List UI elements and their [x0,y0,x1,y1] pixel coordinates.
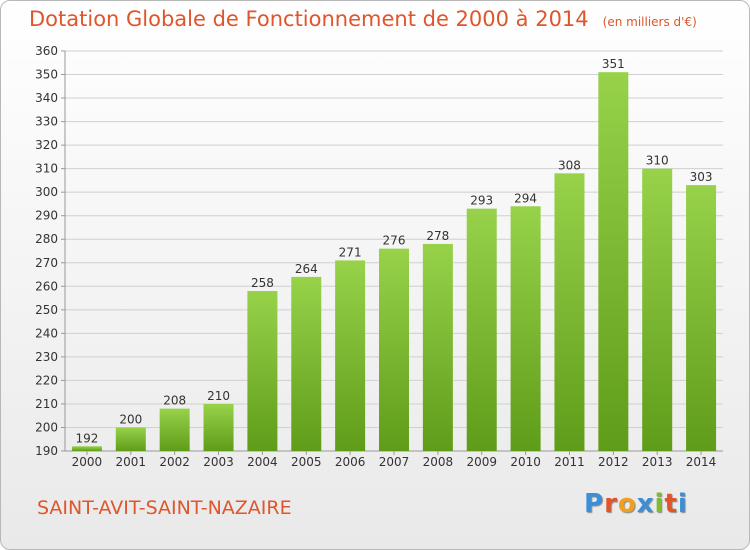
x-tick-labels: 2000 2001 2002 2003 2004 2005 2006 2007 2008 2009… [72,455,717,469]
y-tick-label: 220 [35,373,58,387]
bar-2013 [642,168,673,451]
data-labels: 192 200 208 210 258 264 271 276 278 293 294 308 351 3… [75,57,712,445]
y-tick-label: 350 [35,68,58,82]
data-label-2000: 192 [75,431,98,445]
logo-letter: o [617,489,637,519]
chart-title-text: Dotation Globale de Fonctionnement de 20… [29,7,589,31]
bar-2000 [71,446,102,451]
data-label-2002: 208 [163,394,186,408]
data-label-2008: 278 [426,229,449,243]
y-tick-label: 300 [35,185,58,199]
bar-2014 [686,185,717,451]
y-tick-label: 340 [35,91,58,105]
y-tick-label: 330 [35,115,58,129]
logo-letter: i [677,489,688,519]
x-tick-label-2011: 2011 [554,455,585,469]
x-tick-label-2003: 2003 [203,455,234,469]
logo-letter: P [584,489,605,519]
logo-letter: t [664,489,678,519]
y-tick-label: 310 [35,162,58,176]
logo-letter: r [604,489,618,519]
x-tick-label-2010: 2010 [510,455,541,469]
data-label-2010: 294 [514,191,537,205]
x-tick-label-2002: 2002 [159,455,190,469]
bar-2012 [598,72,629,452]
bar-2002 [159,408,190,451]
y-tick-label: 290 [35,209,58,223]
y-tick-label: 250 [35,303,58,317]
y-tick-label: 280 [35,232,58,246]
data-label-2013: 310 [646,154,669,168]
bar-2010 [510,206,541,451]
y-tick-label: 240 [35,326,58,340]
bar-2011 [554,173,585,451]
logo-letter: x [636,489,655,519]
proxiti-logo: Proxiti [584,489,688,519]
x-tick-label-2009: 2009 [466,455,497,469]
bar-2006 [335,260,366,451]
data-label-2009: 293 [470,194,493,208]
bar-2007 [379,248,409,451]
chart-title: Dotation Globale de Fonctionnement de 20… [29,7,697,31]
logo-letter: i [654,489,665,519]
y-tick-label: 270 [35,256,58,270]
bar-2008 [422,243,453,451]
x-tick-label-2014: 2014 [686,455,717,469]
x-tick-label-2001: 2001 [116,455,147,469]
data-label-2014: 303 [690,170,713,184]
data-label-2011: 308 [558,158,581,172]
x-tick-label-2012: 2012 [598,455,629,469]
y-tick-label: 260 [35,279,58,293]
y-tick-label: 200 [35,420,58,434]
chart-subtitle: (en milliers d'€) [602,15,697,29]
x-tick-label-2007: 2007 [379,455,410,469]
bar-2003 [203,403,234,451]
commune-name: SAINT-AVIT-SAINT-NAZAIRE [37,497,292,519]
y-tick-label: 210 [35,397,58,411]
data-label-2003: 210 [207,389,230,403]
bar-2009 [466,208,497,451]
bars [71,72,717,452]
x-tick-label-2013: 2013 [642,455,673,469]
x-tick-label-2006: 2006 [335,455,366,469]
y-tick-label: 360 [35,44,58,58]
bar-2001 [115,427,146,451]
data-label-2012: 351 [602,57,625,71]
x-tick-label-2000: 2000 [72,455,103,469]
x-tick-label-2005: 2005 [291,455,322,469]
bar-2004 [247,291,278,451]
y-tick-label: 230 [35,350,58,364]
y-tick-label: 190 [35,444,58,458]
data-label-2001: 200 [119,412,142,426]
data-label-2004: 258 [251,276,274,290]
data-label-2006: 271 [339,245,362,259]
y-tick-label: 320 [35,138,58,152]
x-tick-label-2004: 2004 [247,455,278,469]
y-tick-labels: 190 200 210 220 230 240 250 260 270 280 290 300 310 3… [35,44,58,458]
data-label-2007: 276 [383,234,406,248]
x-tick-label-2008: 2008 [423,455,454,469]
bar-2005 [291,276,322,451]
data-label-2005: 264 [295,262,318,276]
